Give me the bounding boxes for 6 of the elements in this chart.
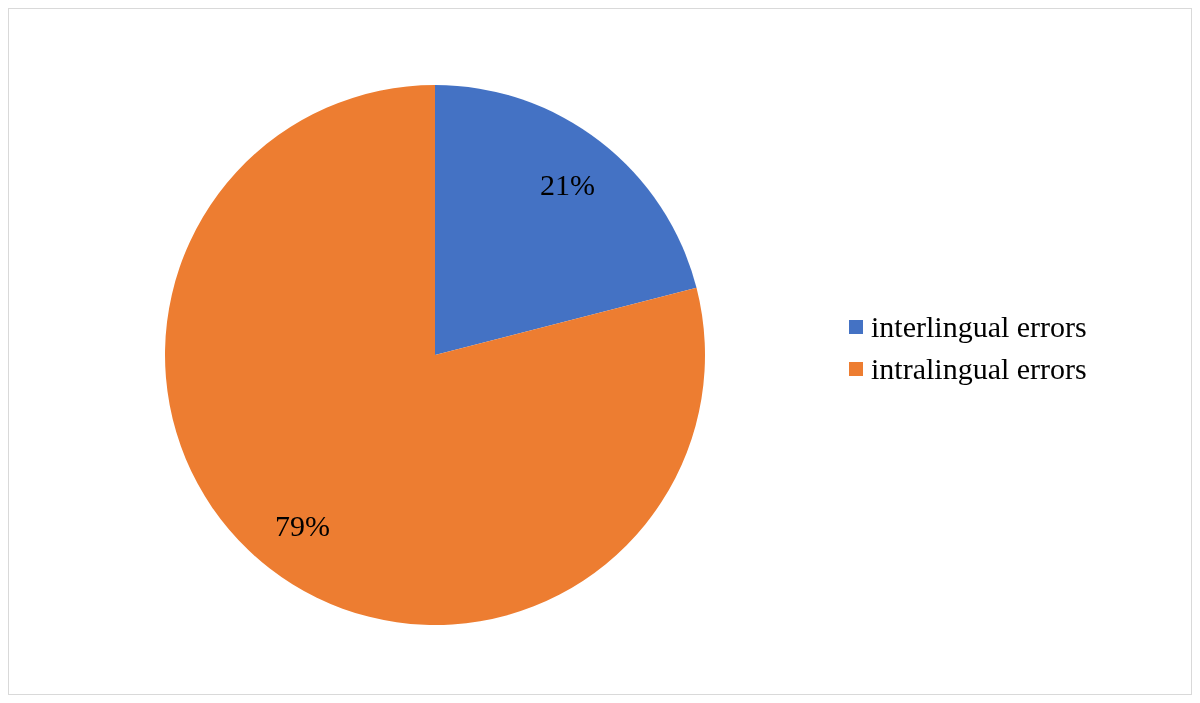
data-label: 21%	[539, 167, 595, 201]
pie-slice	[165, 85, 705, 625]
legend-label: intralingual errors	[871, 352, 1087, 386]
pie-slice	[435, 85, 697, 355]
legend-label: interlingual errors	[871, 310, 1087, 344]
data-label: 79%	[275, 509, 331, 543]
